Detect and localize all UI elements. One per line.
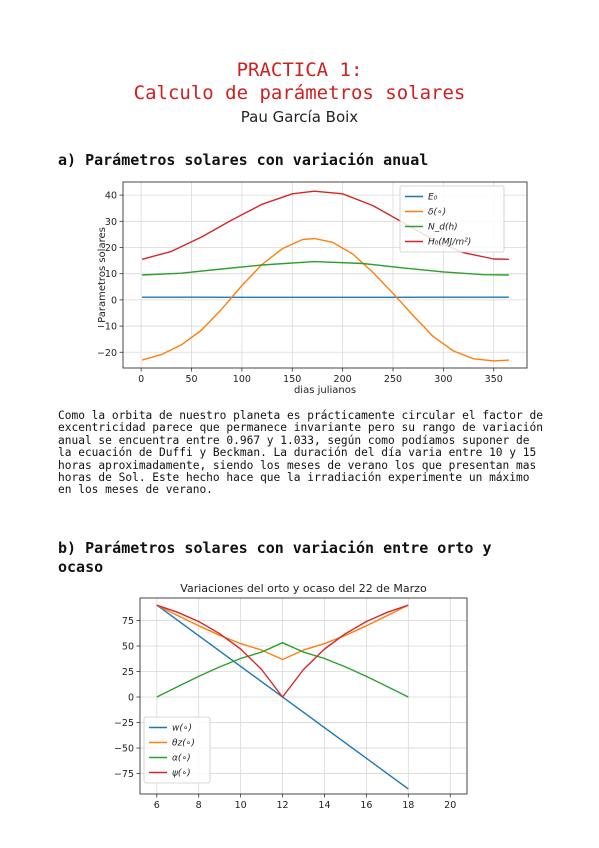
legend-label-3: H₀(MJ/m²) (428, 238, 471, 248)
x-tick-label: 14 (318, 800, 330, 811)
y-tick-label: −20 (97, 348, 117, 359)
y-tick-label: −75 (114, 769, 134, 780)
author-name: Pau García Boix (240, 108, 359, 126)
document-title-line1: PRACTICA 1: (236, 59, 363, 81)
y-tick-label: 40 (105, 191, 117, 202)
series-line-2 (142, 260, 509, 276)
legend-label-2: α(∘) (172, 754, 191, 764)
y-tick-label: −10 (97, 322, 117, 333)
x-tick-label: 18 (402, 800, 414, 811)
series-line-1 (156, 604, 409, 661)
y-axis-label: Parametros solares (97, 227, 108, 323)
x-tick-label: 150 (283, 374, 301, 385)
x-tick-label: 200 (334, 374, 352, 385)
legend-label-1: θz(∘) (172, 739, 195, 749)
chart-annual-parameters: 0 50 100 150 200 250 300 350 −20 −10 0 10 20 30 40 dias… (97, 181, 528, 396)
series-line-1 (141, 237, 509, 362)
plot-frame (122, 181, 528, 369)
legend-label-0: E₀ (428, 193, 438, 203)
x-tick-label: 300 (434, 374, 452, 385)
x-axis-label: dias julianos (294, 385, 356, 396)
y-tick-label: −25 (114, 718, 134, 729)
section-b-heading: b) Parámetros solares con variación entr… (58, 539, 492, 576)
document-title-line2: Calculo de parámetros solares (133, 82, 466, 104)
y-tick-label: 75 (122, 616, 134, 627)
legend-label-1: δ(∘) (428, 208, 446, 218)
x-tick-label: 10 (235, 800, 247, 811)
section-a-heading: a) Parámetros solares con variación anua… (58, 151, 429, 169)
x-tick-label: 20 (444, 800, 456, 811)
chart-sunrise-sunset: 6 8 10 12 14 16 18 20 75 50 25 0 −25 −50 −75 Variacione… (114, 582, 468, 811)
x-tick-label: 8 (196, 800, 202, 811)
legend-box (143, 716, 211, 784)
y-tick-label: 30 (105, 217, 117, 228)
legend-box (399, 185, 505, 253)
legend-label-2: N_d(h) (428, 223, 458, 233)
y-tick-label: −50 (114, 744, 134, 755)
y-tick-label: 0 (111, 295, 117, 306)
legend-label-0: w(∘) (172, 724, 192, 734)
y-tick-label: 0 (128, 693, 134, 704)
x-tick-label: 0 (138, 374, 144, 385)
plot-frame (139, 597, 468, 795)
x-tick-label: 100 (233, 374, 251, 385)
y-tick-label: 20 (105, 243, 117, 254)
x-tick-label: 350 (485, 374, 503, 385)
y-tick-label: 25 (122, 667, 134, 678)
x-tick-label: 12 (276, 800, 288, 811)
x-tick-label: 250 (384, 374, 402, 385)
x-tick-label: 16 (360, 800, 372, 811)
x-tick-label: 6 (154, 800, 160, 811)
legend-label-3: ψ(∘) (172, 769, 191, 779)
series-line-2 (156, 641, 409, 698)
section-a-paragraph: Como la orbita de nuestro planeta es prá… (58, 409, 543, 497)
y-tick-label: 10 (105, 269, 117, 280)
y-tick-label: 50 (122, 641, 134, 652)
series-line-3 (156, 604, 409, 698)
chart-title: Variaciones del orto y ocaso del 22 de M… (180, 582, 427, 595)
x-tick-label: 50 (185, 374, 197, 385)
